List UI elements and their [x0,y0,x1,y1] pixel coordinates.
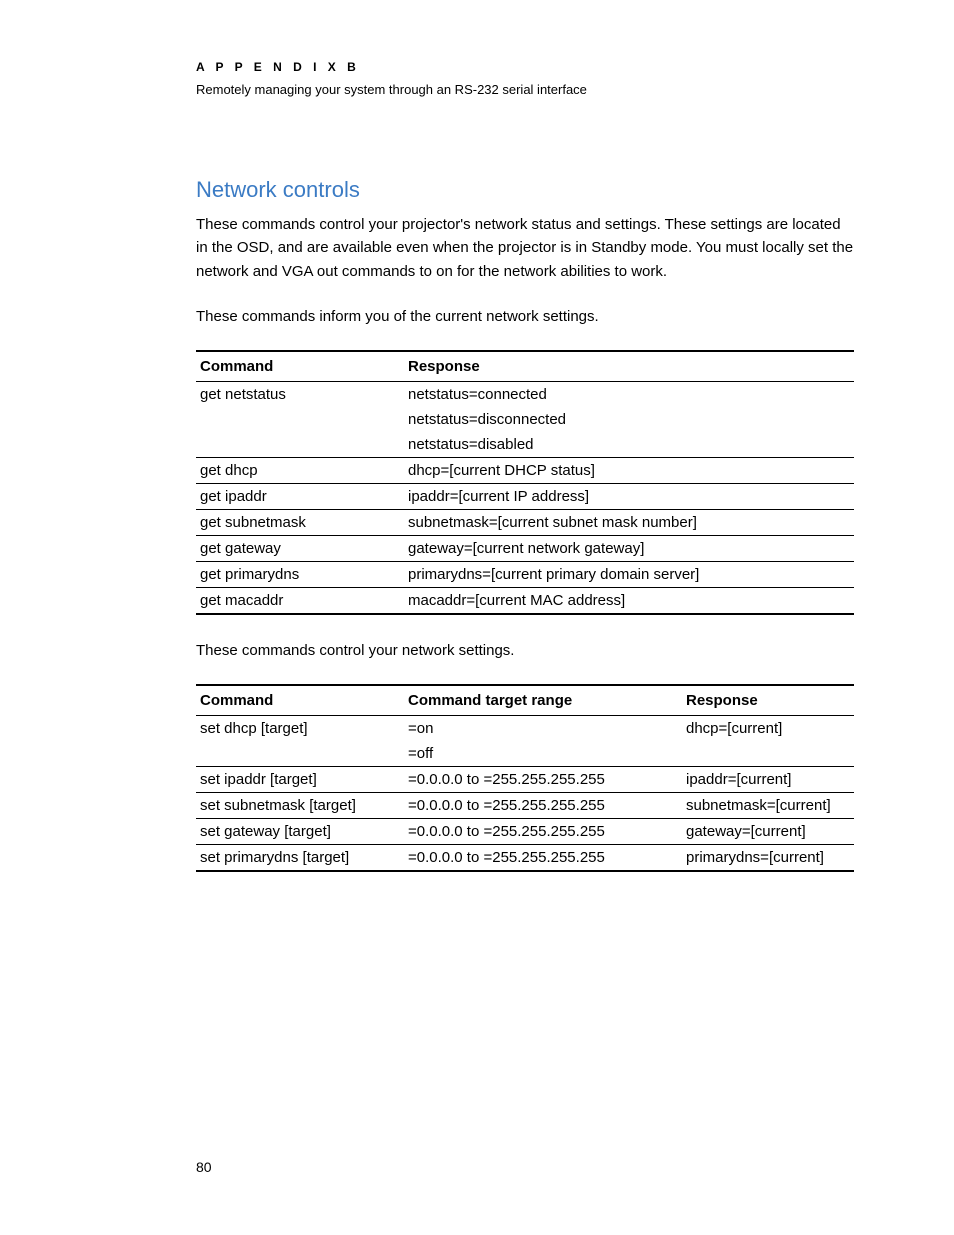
cell-command: set gateway [target] [196,819,404,845]
col-header-range: Command target range [404,685,682,716]
table-row: get netstatus netstatus=connected [196,382,854,408]
cell-range: =0.0.0.0 to =255.255.255.255 [404,845,682,872]
table-header-row: Command Response [196,351,854,382]
col-header-command: Command [196,685,404,716]
cell-response: primarydns=[current primary domain serve… [404,562,854,588]
cell-empty [196,741,404,767]
cell-response: dhcp=[current DHCP status] [404,458,854,484]
appendix-label: A P P E N D I X B [196,60,854,74]
intro-paragraph: These commands control your projector's … [196,213,854,283]
table-row: set subnetmask [target] =0.0.0.0 to =255… [196,793,854,819]
table-row: get dhcp dhcp=[current DHCP status] [196,458,854,484]
cell-response: netstatus=disabled [404,432,854,458]
cell-response: ipaddr=[current] [682,767,854,793]
table-row: netstatus=disabled [196,432,854,458]
table-header-row: Command Command target range Response [196,685,854,716]
cell-response: subnetmask=[current] [682,793,854,819]
cell-range: =0.0.0.0 to =255.255.255.255 [404,767,682,793]
cell-range: =off [404,741,682,767]
page-number: 80 [196,1159,212,1175]
table-row: set ipaddr [target] =0.0.0.0 to =255.255… [196,767,854,793]
cell-response: netstatus=connected [404,382,854,408]
cell-range: =0.0.0.0 to =255.255.255.255 [404,793,682,819]
table-row: get subnetmask subnetmask=[current subne… [196,510,854,536]
cell-response: dhcp=[current] [682,716,854,742]
table-row: get ipaddr ipaddr=[current IP address] [196,484,854,510]
table-row: get macaddr macaddr=[current MAC address… [196,588,854,615]
cell-command: set primarydns [target] [196,845,404,872]
table-row: set dhcp [target] =on dhcp=[current] [196,716,854,742]
table2-intro: These commands control your network sett… [196,639,854,662]
table-row: netstatus=disconnected [196,407,854,432]
table-row: get gateway gateway=[current network gat… [196,536,854,562]
status-commands-table: Command Response get netstatus netstatus… [196,350,854,615]
cell-command: get dhcp [196,458,404,484]
cell-response: ipaddr=[current IP address] [404,484,854,510]
cell-command: set subnetmask [target] [196,793,404,819]
table1-intro: These commands inform you of the current… [196,305,854,328]
col-header-response: Response [682,685,854,716]
col-header-response: Response [404,351,854,382]
cell-response: macaddr=[current MAC address] [404,588,854,615]
appendix-subtitle: Remotely managing your system through an… [196,82,854,97]
cell-command: get subnetmask [196,510,404,536]
page: A P P E N D I X B Remotely managing your… [0,0,954,1235]
cell-command: set ipaddr [target] [196,767,404,793]
cell-range: =on [404,716,682,742]
cell-response: netstatus=disconnected [404,407,854,432]
section-heading: Network controls [196,177,854,203]
cell-command: set dhcp [target] [196,716,404,742]
cell-empty [682,741,854,767]
cell-command: get ipaddr [196,484,404,510]
cell-empty [196,432,404,458]
table-row: get primarydns primarydns=[current prima… [196,562,854,588]
cell-response: subnetmask=[current subnet mask number] [404,510,854,536]
cell-command: get gateway [196,536,404,562]
set-commands-table: Command Command target range Response se… [196,684,854,872]
cell-response: gateway=[current network gateway] [404,536,854,562]
col-header-command: Command [196,351,404,382]
table-row: =off [196,741,854,767]
cell-response: primarydns=[current] [682,845,854,872]
cell-command: get netstatus [196,382,404,408]
cell-command: get macaddr [196,588,404,615]
cell-response: gateway=[current] [682,819,854,845]
table-row: set gateway [target] =0.0.0.0 to =255.25… [196,819,854,845]
cell-command: get primarydns [196,562,404,588]
table-row: set primarydns [target] =0.0.0.0 to =255… [196,845,854,872]
cell-range: =0.0.0.0 to =255.255.255.255 [404,819,682,845]
cell-empty [196,407,404,432]
